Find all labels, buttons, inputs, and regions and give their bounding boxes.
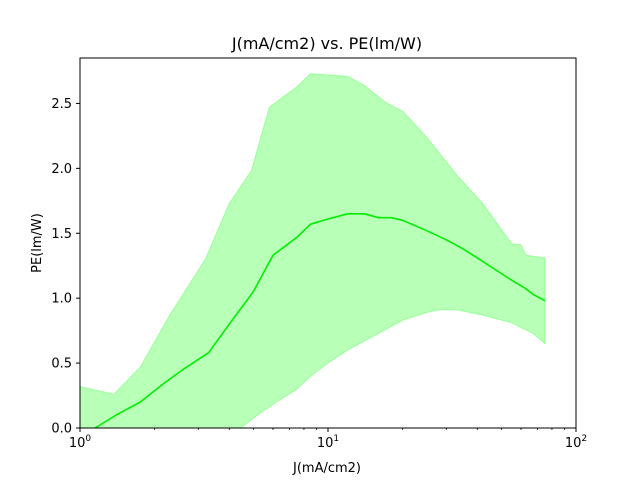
y-tick-label: 0.0	[51, 422, 72, 437]
x-axis-label: J(mA/cm2)	[292, 461, 361, 476]
y-tick-label: 2.0	[51, 162, 72, 177]
y-tick-label: 0.5	[51, 357, 72, 372]
x-axis-ticks: 100 101 102	[69, 428, 587, 451]
y-axis-ticks: 0.0 0.5 1.0 1.5 2.0 2.5	[51, 97, 80, 437]
confidence-band-layer	[79, 73, 546, 429]
chart-title: J(mA/cm2) vs. PE(lm/W)	[231, 34, 422, 53]
x-tick-label: 102	[565, 434, 587, 451]
y-axis-label: PE(lm/W)	[30, 213, 45, 273]
y-tick-label: 1.0	[51, 292, 72, 307]
mean-line-layer	[94, 213, 546, 429]
y-tick-label: 1.5	[51, 227, 72, 242]
y-tick-label: 2.5	[51, 97, 72, 112]
confidence-band	[79, 73, 546, 429]
x-tick-label: 100	[69, 434, 92, 451]
mean-line	[94, 213, 546, 429]
x-tick-label: 101	[317, 434, 339, 451]
